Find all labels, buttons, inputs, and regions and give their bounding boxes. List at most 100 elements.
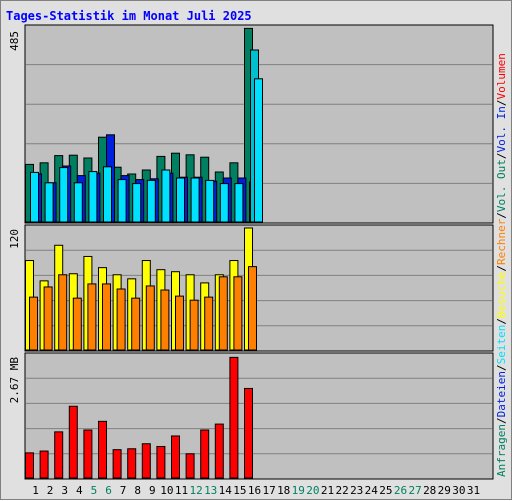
bar-rechner-day-13 bbox=[204, 296, 214, 351]
x-tick-label-day-2: 2 bbox=[47, 484, 54, 497]
bar-rechner-day-3 bbox=[58, 274, 68, 351]
bar-volumen-day-13 bbox=[200, 429, 210, 479]
x-tick-label-day-22: 22 bbox=[335, 484, 348, 497]
x-tick-label-day-31: 31 bbox=[467, 484, 480, 497]
legend-separator: / bbox=[495, 364, 508, 371]
bar-seiten-day-4 bbox=[73, 182, 83, 223]
bar-rechner-day-2 bbox=[43, 286, 53, 351]
bar-rechner-day-15 bbox=[233, 276, 243, 351]
x-tick-label-day-3: 3 bbox=[61, 484, 68, 497]
bar-seiten-day-3 bbox=[59, 167, 69, 223]
x-tick-label-day-23: 23 bbox=[350, 484, 363, 497]
bar-rechner-day-11 bbox=[175, 295, 184, 351]
x-tick-label-day-26: 26 bbox=[394, 484, 407, 497]
bar-extra-day-16-b bbox=[254, 78, 263, 223]
x-tick-label-day-25: 25 bbox=[379, 484, 392, 497]
x-tick-label-day-8: 8 bbox=[134, 484, 141, 497]
bar-rechner-day-9 bbox=[145, 285, 155, 351]
x-tick-label-day-28: 28 bbox=[423, 484, 436, 497]
legend-separator: / bbox=[495, 152, 508, 159]
bar-rechner-day-1 bbox=[29, 296, 38, 351]
bar-seiten-day-14 bbox=[219, 183, 229, 223]
x-tick-label-day-10: 10 bbox=[160, 484, 173, 497]
x-tick-label-day-19: 19 bbox=[292, 484, 305, 497]
legend-separator: / bbox=[495, 265, 508, 272]
bar-rechner-day-5 bbox=[87, 283, 97, 351]
bar-seiten-day-1 bbox=[30, 171, 39, 223]
right-legend: Anfragen/Dateien/Seiten/Besuche/Rechner/… bbox=[495, 53, 508, 477]
bar-rechner-day-14 bbox=[218, 276, 228, 351]
legend-anfragen: Anfragen bbox=[495, 424, 508, 477]
x-tick-label-day-11: 11 bbox=[175, 484, 188, 497]
legend-separator: / bbox=[495, 417, 508, 424]
x-tick-label-day-7: 7 bbox=[120, 484, 127, 497]
bar-rechner-day-4 bbox=[72, 297, 82, 351]
bar-rechner-day-8 bbox=[131, 297, 141, 351]
bar-seiten-day-2 bbox=[44, 182, 54, 223]
legend-vol-out: Vol. Out bbox=[495, 159, 508, 212]
chart-title: Tages-Statistik im Monat Juli 2025 bbox=[6, 9, 252, 23]
x-tick-label-day-20: 20 bbox=[306, 484, 319, 497]
bar-rechner-day-16 bbox=[248, 266, 257, 351]
bar-seiten-day-6 bbox=[103, 166, 112, 223]
bar-volumen-day-2 bbox=[39, 450, 49, 479]
panel-3-background bbox=[24, 352, 494, 480]
x-tick-label-day-9: 9 bbox=[149, 484, 156, 497]
bar-seiten-day-15 bbox=[234, 183, 244, 223]
x-tick-label-day-27: 27 bbox=[408, 484, 421, 497]
bar-volumen-day-9 bbox=[141, 443, 151, 479]
bar-volumen-day-12 bbox=[185, 453, 195, 479]
bar-seiten-day-12 bbox=[190, 177, 200, 223]
x-tick-label-day-29: 29 bbox=[438, 484, 451, 497]
x-tick-label-day-12: 12 bbox=[189, 484, 202, 497]
x-tick-label-day-16: 16 bbox=[248, 484, 261, 497]
legend-separator: / bbox=[495, 318, 508, 325]
x-tick-label-day-18: 18 bbox=[277, 484, 290, 497]
bar-volumen-day-15 bbox=[229, 356, 239, 479]
panel-1-max-label: 485 bbox=[8, 31, 21, 51]
panel-3-max-label: 2.67 MB bbox=[8, 357, 21, 404]
legend-vol-in: Vol. In bbox=[495, 106, 508, 152]
legend-seiten: Seiten bbox=[495, 325, 508, 365]
bar-rechner-day-10 bbox=[160, 289, 170, 351]
x-tick-label-day-1: 1 bbox=[32, 484, 39, 497]
bar-volumen-day-7 bbox=[112, 449, 122, 479]
bar-seiten-day-7 bbox=[117, 179, 127, 223]
bar-volumen-day-10 bbox=[156, 445, 166, 479]
x-tick-label-day-21: 21 bbox=[321, 484, 334, 497]
legend-rechner: Rechner bbox=[495, 218, 508, 265]
bar-seiten-day-8 bbox=[132, 183, 142, 223]
bar-rechner-day-12 bbox=[189, 299, 199, 351]
legend-besuche: Besuche bbox=[495, 272, 508, 318]
bar-volumen-day-14 bbox=[214, 423, 224, 479]
bar-volumen-day-3 bbox=[54, 431, 64, 479]
bar-volumen-day-16 bbox=[244, 387, 253, 479]
x-tick-label-day-30: 30 bbox=[452, 484, 465, 497]
legend-volumen: Volumen bbox=[495, 53, 508, 99]
legend-separator: / bbox=[495, 212, 508, 219]
x-tick-label-day-24: 24 bbox=[365, 484, 379, 497]
legend-separator: / bbox=[495, 99, 508, 106]
bar-volumen-day-8 bbox=[127, 448, 137, 479]
x-tick-label-day-15: 15 bbox=[233, 484, 246, 497]
x-tick-label-day-5: 5 bbox=[91, 484, 98, 497]
bar-seiten-day-10 bbox=[161, 169, 171, 223]
bar-seiten-day-11 bbox=[176, 177, 185, 223]
x-tick-label-day-17: 17 bbox=[262, 484, 275, 497]
bar-seiten-day-9 bbox=[146, 179, 156, 223]
bar-volumen-day-1 bbox=[25, 452, 34, 479]
bar-rechner-day-7 bbox=[116, 288, 126, 351]
x-tick-label-day-13: 13 bbox=[204, 484, 217, 497]
panel-2-max-label: 120 bbox=[8, 229, 21, 249]
bar-seiten-day-13 bbox=[205, 179, 215, 223]
x-tick-label-day-4: 4 bbox=[76, 484, 83, 497]
bar-volumen-day-11 bbox=[171, 435, 180, 479]
bar-volumen-day-5 bbox=[83, 429, 93, 479]
x-tick-label-day-14: 14 bbox=[219, 484, 233, 497]
x-tick-label-day-6: 6 bbox=[105, 484, 112, 497]
bar-seiten-day-5 bbox=[88, 171, 98, 223]
legend-dateien: Dateien bbox=[495, 371, 508, 417]
bar-volumen-day-6 bbox=[98, 420, 107, 479]
